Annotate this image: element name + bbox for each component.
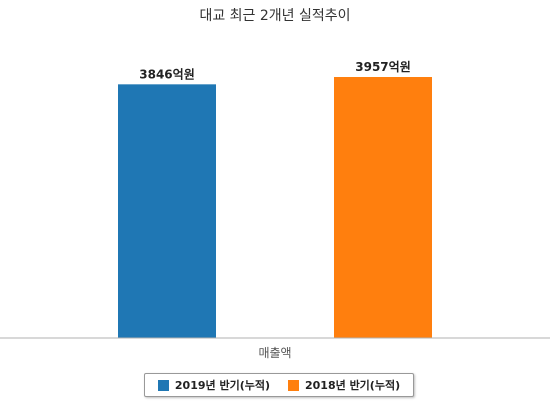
legend-item-2019[interactable]: 2019년 반기(누적)	[157, 377, 270, 393]
chart-title: 대교 최근 2개년 실적추이	[199, 8, 350, 24]
bar-0	[118, 84, 216, 338]
legend: 2019년 반기(누적) 2018년 반기(누적)	[144, 373, 414, 397]
legend-swatch-2019	[157, 379, 169, 391]
bar-1	[334, 77, 432, 339]
data-label-0: 3846억원	[139, 67, 194, 81]
legend-item-2018[interactable]: 2018년 반기(누적)	[288, 377, 400, 393]
legend-label-2019: 2019년 반기(누적)	[174, 379, 270, 392]
bars-group: 3846억원 3957억원	[118, 60, 432, 339]
category-label: 매출액	[258, 346, 291, 360]
legend-swatch-2018	[288, 379, 299, 391]
legend-label-2018: 2018년 반기(누적)	[305, 379, 401, 392]
data-label-1: 3957억원	[355, 60, 410, 74]
